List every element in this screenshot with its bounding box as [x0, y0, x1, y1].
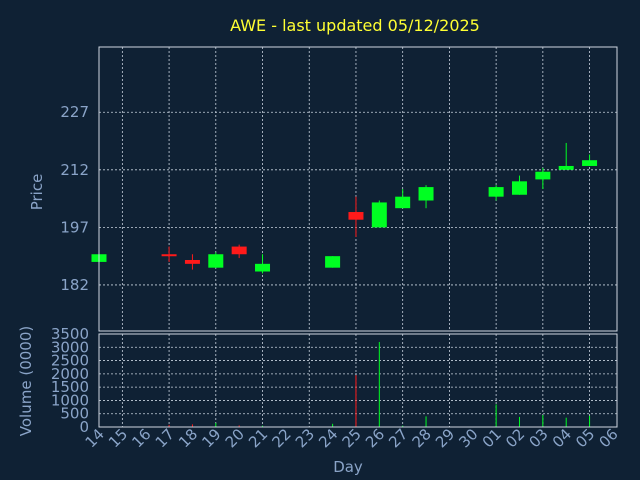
x-tick-label: 28 [409, 425, 435, 451]
x-tick-label: 17 [152, 425, 178, 451]
candle-body [371, 202, 387, 228]
x-tick-label: 22 [268, 425, 294, 451]
volume-tick-label: 3500 [51, 325, 89, 343]
candle [395, 189, 411, 209]
price-tick-label: 182 [60, 276, 89, 294]
candle [208, 252, 224, 268]
x-tick-label: 03 [525, 425, 551, 451]
volume-tick-label: 2500 [51, 352, 89, 370]
x-tick-label: 05 [572, 425, 598, 451]
x-tick-label: 06 [596, 425, 622, 451]
candle-body [511, 181, 527, 195]
candle [558, 142, 574, 170]
price-tick-label: 227 [60, 103, 89, 121]
candle [535, 167, 551, 189]
candle [161, 246, 177, 262]
x-tick-label: 30 [455, 425, 481, 451]
chart-title: AWE - last updated 05/12/2025 [230, 16, 480, 35]
x-tick-label: 23 [292, 425, 318, 451]
candle-body [325, 256, 341, 268]
x-tick-label: 25 [339, 425, 365, 451]
candle [348, 196, 364, 237]
x-tick-label: 24 [315, 425, 341, 451]
x-tick-label: 01 [479, 425, 505, 451]
candle [488, 185, 504, 201]
x-tick-label: 16 [128, 425, 154, 451]
price-tick-label: 212 [60, 161, 89, 179]
candle-body [558, 165, 574, 170]
x-axis-label: Day [333, 458, 363, 476]
candle-body [488, 187, 504, 197]
volume-tick-label: 3000 [51, 338, 89, 356]
x-tick-label: 18 [175, 425, 201, 451]
candle [325, 256, 341, 268]
x-tick-label: 26 [362, 425, 388, 451]
candle [582, 154, 598, 166]
price-tick-label: 197 [60, 218, 89, 236]
candle [371, 200, 387, 228]
volume-tick-label: 1000 [51, 391, 89, 409]
x-tick-label: 27 [385, 425, 411, 451]
x-tick-label: 21 [245, 425, 271, 451]
candle [231, 244, 247, 259]
x-tick-label: 04 [549, 425, 575, 451]
candle-body [231, 246, 247, 255]
candle [255, 254, 271, 274]
x-tick-label: 20 [222, 425, 248, 451]
candle-body [208, 254, 224, 268]
candle-body [418, 187, 434, 201]
candle-body [395, 196, 411, 209]
volume-tick-label: 2000 [51, 365, 89, 383]
candle-body [255, 263, 271, 272]
candle [511, 175, 527, 195]
x-tick-label: 02 [502, 425, 528, 451]
candle-body [161, 254, 177, 257]
volume-tick-label: 0 [79, 418, 89, 436]
candle-body [348, 212, 364, 220]
candle [184, 254, 200, 270]
candle-body [582, 160, 598, 166]
price-frame [98, 46, 618, 332]
volume-tick-label: 1500 [51, 378, 89, 396]
volume-frame [98, 333, 618, 428]
price-panel: 182 197 212 227 Price [28, 46, 618, 332]
x-tick-label: 19 [198, 425, 224, 451]
candle-body [535, 171, 551, 180]
x-tick-label: 15 [105, 425, 131, 451]
candle-body [184, 260, 200, 264]
candle [418, 185, 434, 209]
volume-tick-label: 500 [60, 405, 89, 423]
volume-axis-label: Volume (0000) [17, 326, 35, 436]
x-tick-label: 29 [432, 425, 458, 451]
price-axis-label: Price [28, 174, 46, 211]
